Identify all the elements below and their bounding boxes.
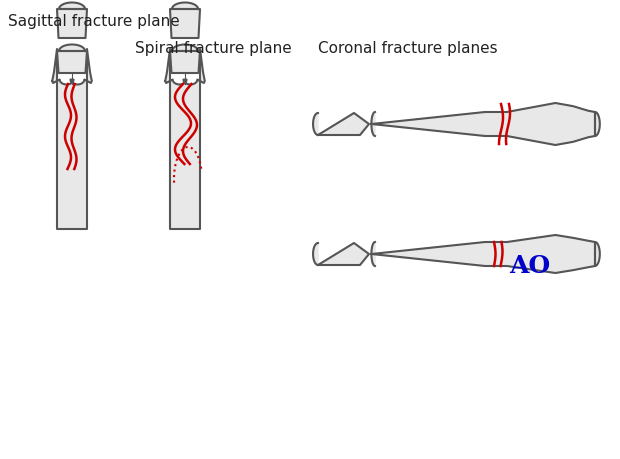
- Text: AO: AO: [510, 254, 551, 278]
- Polygon shape: [170, 2, 200, 38]
- Polygon shape: [313, 243, 369, 265]
- Text: Coronal fracture planes: Coronal fracture planes: [318, 41, 498, 56]
- Polygon shape: [52, 49, 92, 229]
- Polygon shape: [57, 45, 87, 73]
- Polygon shape: [165, 49, 205, 229]
- Polygon shape: [313, 113, 369, 135]
- Polygon shape: [371, 235, 600, 273]
- Polygon shape: [170, 45, 200, 73]
- Text: Sagittal fracture plane: Sagittal fracture plane: [8, 14, 180, 29]
- Text: Spiral fracture plane: Spiral fracture plane: [135, 41, 292, 56]
- Polygon shape: [371, 103, 600, 145]
- Polygon shape: [57, 2, 87, 38]
